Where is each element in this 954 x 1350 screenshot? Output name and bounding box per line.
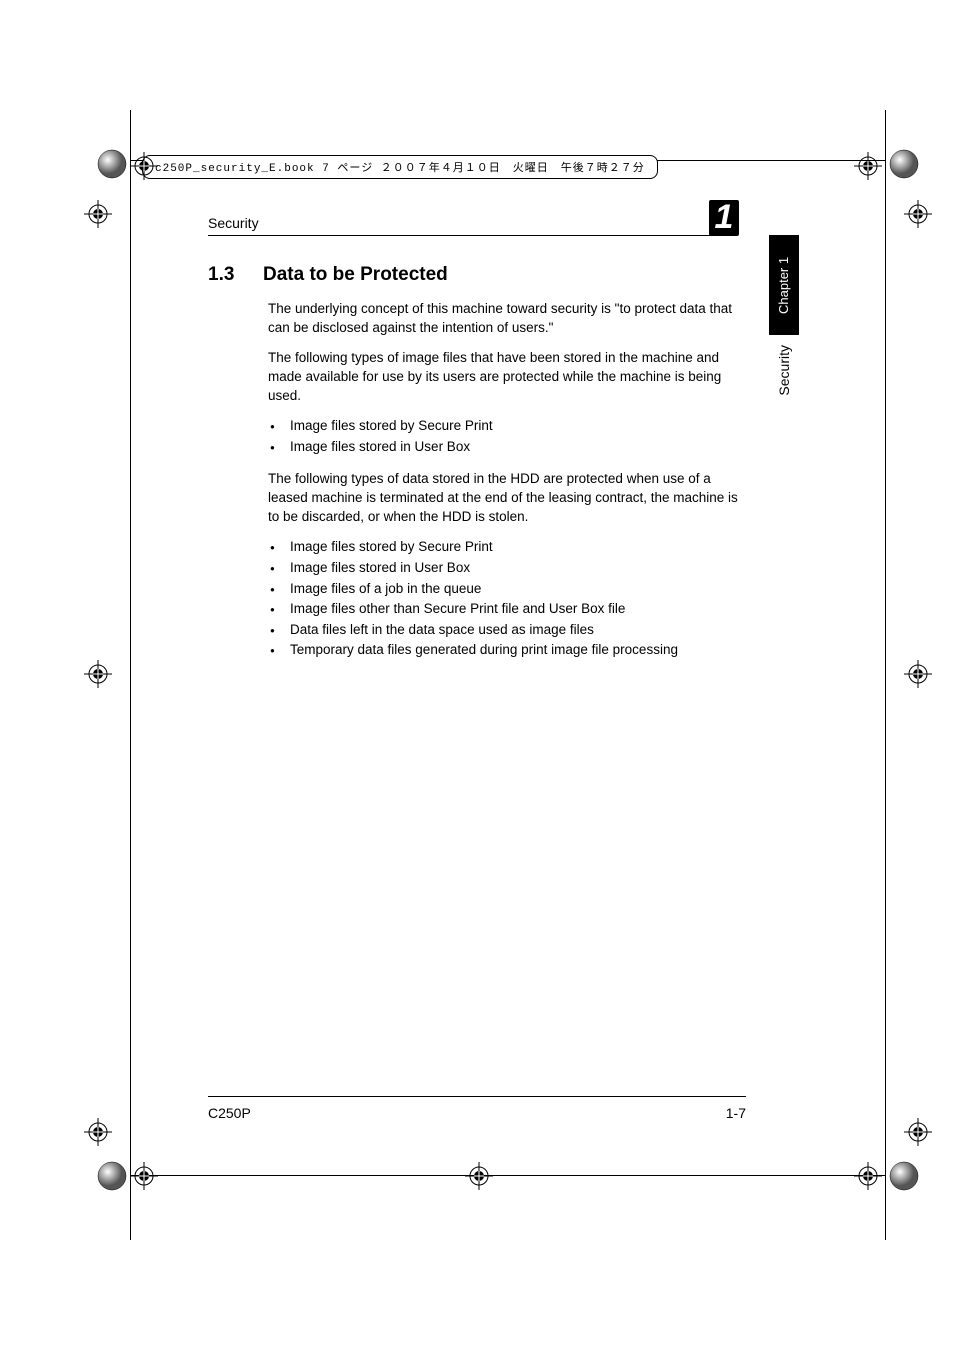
section-number: 1.3 [208,264,263,286]
registration-mark-icon [854,152,882,180]
list-1: Image files stored by Secure Print Image… [268,417,748,456]
list-item: Image files stored by Secure Print [268,538,748,557]
list-item: Data files left in the data space used a… [268,621,748,640]
page-footer: C250P 1-7 [208,1096,746,1121]
registration-mark-icon [84,660,112,688]
registration-mark-icon [84,1118,112,1146]
list-item: Image files other than Secure Print file… [268,600,748,619]
crop-ball-icon [96,148,128,180]
body-block: The underlying concept of this machine t… [268,300,748,660]
crop-line-bottom [130,1175,886,1176]
list-item: Image files stored in User Box [268,559,748,578]
registration-mark-icon [130,1162,158,1190]
sidebar-section-label: Security [769,345,799,396]
registration-mark-icon [904,1118,932,1146]
crop-line-left [130,110,131,1240]
crop-ball-icon [888,148,920,180]
section-heading: 1.3Data to be Protected [208,264,748,286]
list-item: Temporary data files generated during pr… [268,641,748,660]
crop-line-right [885,110,886,1240]
registration-mark-icon [84,200,112,228]
paragraph-3: The following types of data stored in th… [268,470,748,526]
page: c250P_security_E.book 7 ページ ２００７年４月１０日 火… [0,0,954,1350]
registration-mark-icon [904,200,932,228]
running-head: Security [208,215,733,236]
registration-mark-icon [904,660,932,688]
content-area: Security 1.3Data to be Protected The und… [208,215,748,674]
crop-ball-icon [888,1160,920,1192]
registration-mark-icon [130,152,158,180]
file-header: c250P_security_E.book 7 ページ ２００７年４月１０日 火… [142,155,658,179]
registration-mark-icon [854,1162,882,1190]
paragraph-1: The underlying concept of this machine t… [268,300,748,337]
list-item: Image files stored in User Box [268,438,748,457]
list-item: Image files of a job in the queue [268,580,748,599]
list-2: Image files stored by Secure Print Image… [268,538,748,660]
registration-mark-icon [465,1162,493,1190]
sidebar-section-label-box: Security [769,345,799,425]
crop-ball-icon [96,1160,128,1192]
sidebar-chapter-label: Chapter 1 [769,235,799,335]
list-item: Image files stored by Secure Print [268,417,748,436]
footer-page-number: 1-7 [726,1105,746,1121]
section-title: Data to be Protected [263,264,448,285]
sidebar-chapter-tab: Chapter 1 [769,235,799,335]
paragraph-2: The following types of image files that … [268,349,748,405]
footer-model: C250P [208,1105,251,1121]
